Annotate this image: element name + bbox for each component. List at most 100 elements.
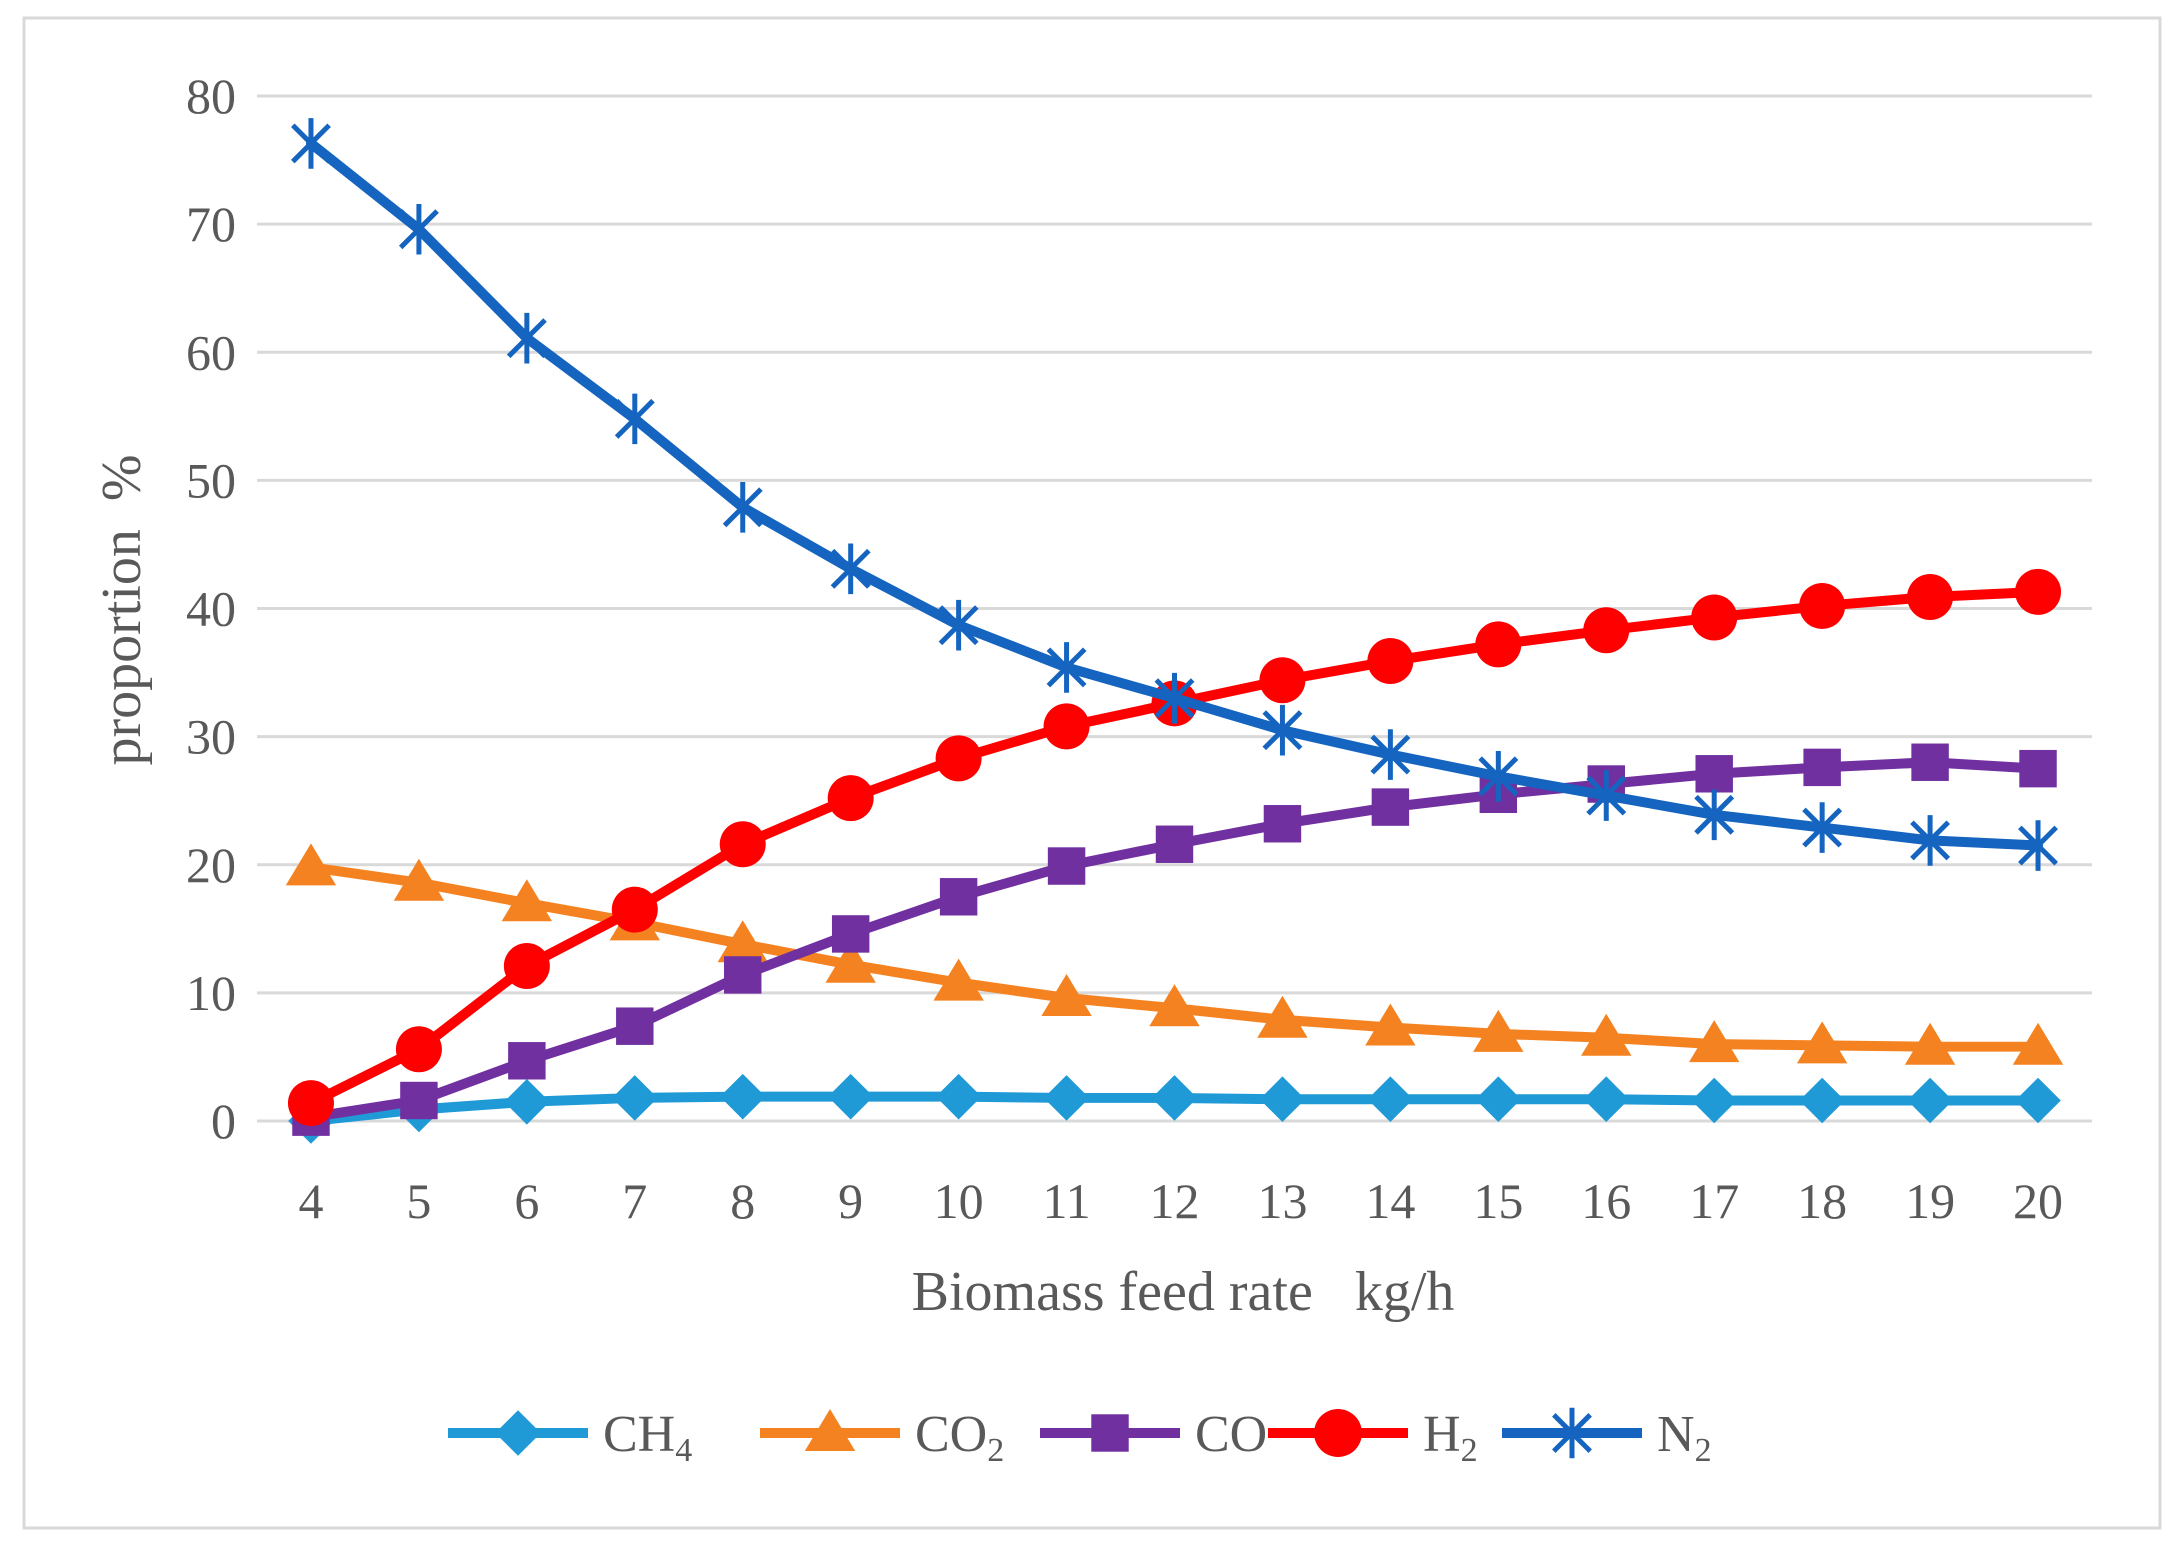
point-co — [2019, 749, 2057, 788]
point-ch4 — [719, 1073, 766, 1120]
point-h2 — [2015, 568, 2062, 615]
point-h2 — [935, 735, 982, 782]
point-co — [939, 878, 978, 916]
legend-label-main: H — [1423, 1406, 1461, 1463]
point-ch4 — [1691, 1077, 1738, 1124]
point-h2 — [1691, 594, 1738, 641]
x-tick-label: 13 — [1257, 1173, 1307, 1229]
point-co — [1263, 805, 1302, 843]
x-tick-label: 18 — [1797, 1173, 1847, 1229]
y-axis-ticks: 0 10 20 30 40 50 60 70 80 — [186, 68, 236, 1149]
point-ch4 — [827, 1073, 874, 1120]
point-co2 — [825, 940, 876, 983]
point-co2 — [1257, 995, 1308, 1038]
y-tick-label: 30 — [186, 709, 236, 765]
y-tick-label: 40 — [186, 581, 236, 637]
point-co — [400, 1081, 438, 1120]
legend-label-main: N — [1657, 1406, 1695, 1463]
point-ch4 — [1907, 1077, 1953, 1124]
y-tick-label: 60 — [186, 324, 236, 380]
point-h2 — [1367, 638, 1414, 685]
point-n2 — [1910, 815, 1951, 866]
point-h2 — [287, 1080, 334, 1127]
x-tick-label: 14 — [1365, 1173, 1415, 1229]
x-tick-label: 15 — [1473, 1173, 1523, 1229]
legend-label-sub: 4 — [675, 1432, 692, 1469]
point-co2 — [2012, 1022, 2064, 1065]
y-tick-label: 10 — [186, 965, 236, 1021]
point-ch4 — [1259, 1076, 1306, 1123]
point-ch4 — [1043, 1075, 1090, 1121]
point-n2 — [1370, 729, 1411, 780]
x-tick-label: 11 — [1042, 1173, 1090, 1229]
legend-label-co: CO — [1195, 1406, 1267, 1463]
y-axis-title: proportion % — [91, 454, 153, 765]
point-n2 — [1478, 751, 1519, 802]
point-co — [831, 915, 870, 953]
y-tick-label: 80 — [186, 68, 236, 124]
x-tick-label: 16 — [1581, 1173, 1631, 1229]
point-co2 — [1365, 1003, 1416, 1046]
point-n2 — [291, 118, 331, 169]
legend-marker-ch4 — [495, 1410, 541, 1456]
legend-marker-co — [1091, 1414, 1129, 1452]
point-co — [1911, 743, 1949, 781]
x-tick-label: 9 — [838, 1173, 863, 1229]
point-co — [1371, 788, 1410, 826]
point-h2 — [1799, 582, 1846, 629]
x-axis-title: Biomass feed rate kg/h — [912, 1261, 1455, 1323]
legend-label-co2: CO2 — [915, 1406, 1004, 1469]
point-h2 — [1907, 573, 1954, 620]
series-co2 — [285, 843, 2064, 1065]
point-ch4 — [1583, 1076, 1630, 1123]
point-co2 — [1581, 1013, 1632, 1056]
point-h2 — [1583, 607, 1630, 654]
point-n2 — [506, 312, 547, 364]
x-tick-label: 17 — [1689, 1173, 1739, 1229]
point-co2 — [1041, 974, 1092, 1016]
point-co — [1803, 748, 1841, 787]
legend-label-sub: 2 — [1695, 1432, 1712, 1469]
legend-marker-n2 — [1552, 1407, 1592, 1459]
point-co2 — [1904, 1022, 1956, 1065]
point-ch4 — [1475, 1076, 1522, 1123]
legend-item-h2: H2 — [1268, 1406, 1478, 1469]
point-h2 — [1475, 621, 1522, 668]
point-co2 — [1689, 1020, 1740, 1063]
x-tick-label: 19 — [1905, 1173, 1955, 1229]
point-co — [1047, 847, 1086, 885]
x-axis-ticks: 4 5 6 7 8 9 10 11 12 13 14 15 16 17 18 19 20 — [298, 1173, 2063, 1229]
legend-label-n2: N2 — [1657, 1406, 1712, 1469]
point-h2 — [611, 886, 658, 933]
x-tick-label: 4 — [298, 1173, 323, 1229]
point-n2 — [1154, 672, 1195, 724]
y-tick-label: 20 — [186, 837, 236, 893]
point-n2 — [1046, 642, 1087, 693]
point-ch4 — [504, 1078, 550, 1125]
point-h2 — [827, 775, 874, 822]
legend-item-co2: CO2 — [760, 1406, 1004, 1469]
legend-item-ch4: CH4 — [448, 1406, 692, 1469]
point-ch4 — [611, 1075, 658, 1121]
legend-label-main: CO — [1195, 1406, 1267, 1463]
point-n2 — [1802, 802, 1843, 853]
legend-item-co: CO — [1040, 1406, 1267, 1463]
point-co — [1695, 755, 1733, 793]
point-ch4 — [1799, 1077, 1845, 1124]
series-ch4 — [288, 1073, 2061, 1144]
point-n2 — [830, 543, 871, 595]
gridlines — [257, 94, 2092, 1123]
y-tick-label: 0 — [211, 1093, 236, 1149]
legend-label-main: CO — [915, 1406, 987, 1463]
point-co2 — [285, 843, 337, 886]
legend-label-h2: H2 — [1423, 1406, 1478, 1469]
series-n2 — [291, 118, 2058, 871]
point-co2 — [1796, 1021, 1848, 1064]
point-h2 — [1259, 657, 1306, 704]
point-ch4 — [2015, 1077, 2061, 1124]
point-n2 — [938, 599, 979, 651]
point-co2 — [1473, 1009, 1524, 1052]
point-ch4 — [935, 1073, 982, 1120]
x-tick-label: 7 — [622, 1173, 647, 1229]
